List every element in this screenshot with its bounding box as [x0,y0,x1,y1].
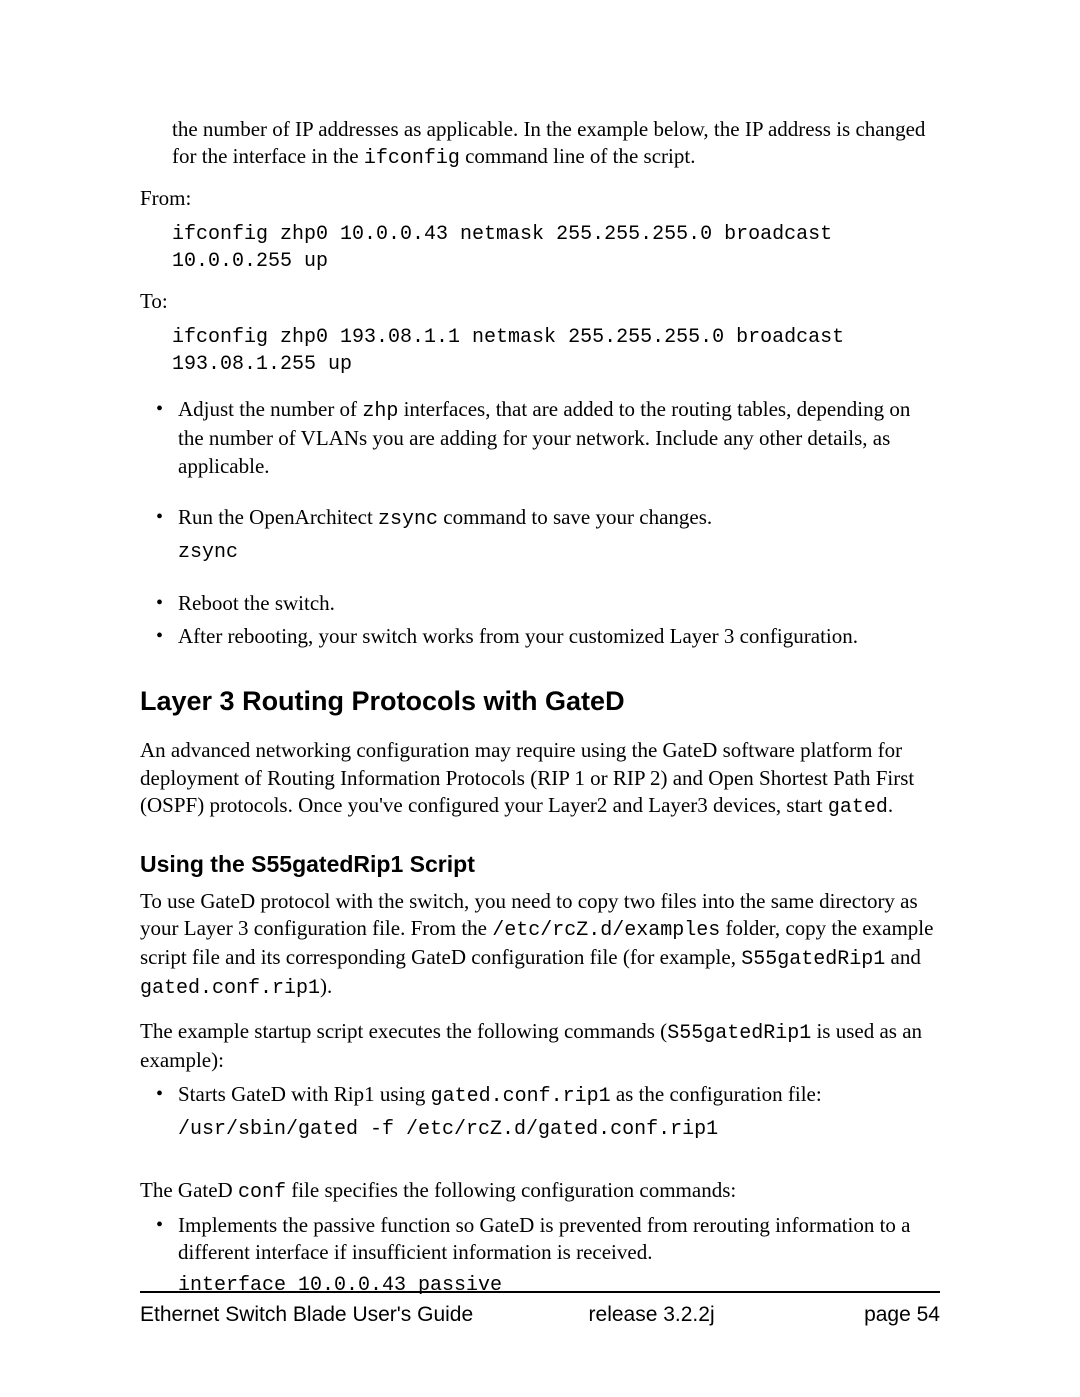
zsync-command: zsync [178,539,940,566]
sub-para2: The example startup script executes the … [140,1018,940,1074]
bullet-zsync-pre: Run the OpenArchitect [178,505,378,529]
s55-code: S55gatedRip1 [741,948,885,971]
bullet-starts-post: as the configuration file: [611,1082,822,1106]
bullet-zhp-pre: Adjust the number of [178,397,362,421]
conf-para: The GateD conf file specifies the follow… [140,1177,940,1206]
intro-text-post: command line of the script. [460,144,696,168]
etc-path-code: /etc/rcZ.d/examples [492,919,720,942]
ifconfig-code: ifconfig [364,147,460,170]
conf-code: conf [238,1181,286,1204]
conf-para-t1: The GateD [140,1178,238,1202]
bullet-zsync-post: command to save your changes. [438,505,712,529]
sub-para1: To use GateD protocol with the switch, y… [140,888,940,1002]
page-content: the number of IP addresses as applicable… [0,0,1080,1359]
to-label: To: [140,289,940,314]
bullet-zsync: Run the OpenArchitect zsync command to s… [140,504,940,533]
gated-conf-code: gated.conf.rip1 [140,977,320,1000]
section-para-post: . [888,793,893,817]
footer-left: Ethernet Switch Blade User's Guide [140,1303,473,1327]
bullet-starts-pre: Starts GateD with Rip1 using [178,1082,431,1106]
zhp-code: zhp [362,400,398,423]
footer-right: page 54 [830,1303,940,1327]
bullet-list-1b: Run the OpenArchitect zsync command to s… [140,504,940,533]
sub-para2-t1: The example startup script executes the … [140,1019,667,1043]
code-from-block: ifconfig zhp0 10.0.0.43 netmask 255.255.… [172,221,940,275]
subsection-heading-s55: Using the S55gatedRip1 Script [140,851,940,878]
bullet-after-reboot: After rebooting, your switch works from … [140,623,940,650]
section-heading-layer3: Layer 3 Routing Protocols with GateD [140,686,940,717]
conf-para-t2: file specifies the following configurati… [286,1178,736,1202]
footer-center: release 3.2.2j [473,1303,830,1327]
s55-code2: S55gatedRip1 [667,1022,811,1045]
bullet-starts-gated: Starts GateD with Rip1 using gated.conf.… [140,1081,940,1110]
bullet-list-3: Implements the passive function so GateD… [140,1212,940,1267]
section-paragraph: An advanced networking configuration may… [140,737,940,821]
sub-para1-t4: ). [320,974,332,998]
sub-para1-t3: and [885,945,921,969]
code-to-block: ifconfig zhp0 193.08.1.1 netmask 255.255… [172,324,940,378]
intro-paragraph: the number of IP addresses as applicable… [172,116,940,172]
from-label: From: [140,186,940,211]
footer-rule [140,1291,940,1293]
bullet-list-1c: Reboot the switch. After rebooting, your… [140,590,940,651]
bullet-reboot: Reboot the switch. [140,590,940,617]
page-footer: Ethernet Switch Blade User's Guide relea… [140,1291,940,1327]
section-para-pre: An advanced networking configuration may… [140,738,914,817]
gated-code: gated [828,796,888,819]
zsync-code: zsync [378,508,438,531]
gated-command: /usr/sbin/gated -f /etc/rcZ.d/gated.conf… [178,1116,940,1143]
gated-conf-rip1-code: gated.conf.rip1 [431,1085,611,1108]
bullet-list-2: Starts GateD with Rip1 using gated.conf.… [140,1081,940,1110]
bullet-zhp: Adjust the number of zhp interfaces, tha… [140,396,940,480]
bullet-passive: Implements the passive function so GateD… [140,1212,940,1267]
footer-row: Ethernet Switch Blade User's Guide relea… [140,1303,940,1327]
bullet-list-1: Adjust the number of zhp interfaces, tha… [140,396,940,480]
